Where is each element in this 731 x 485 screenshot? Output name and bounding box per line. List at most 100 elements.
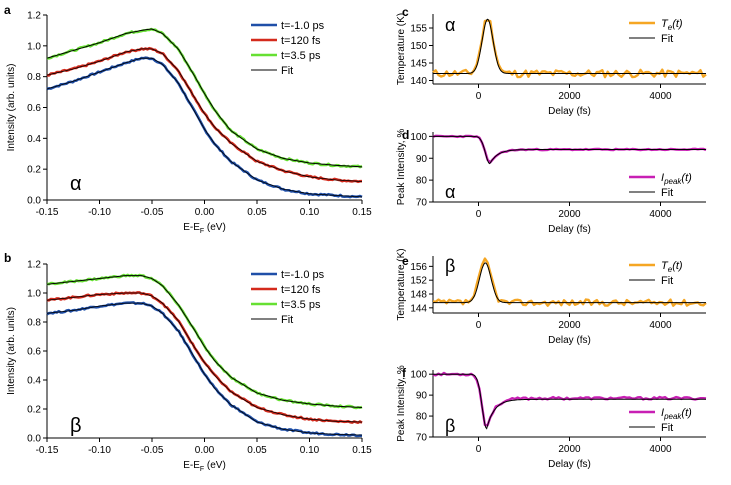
y-tick-label: 80 [416, 412, 428, 423]
x-tick-label: 0.00 [195, 207, 215, 218]
panel-letter: b [4, 251, 11, 265]
material-label: β [445, 416, 455, 436]
y-tick-label: 0.4 [27, 134, 41, 145]
legend-label: Ipeak(t) [661, 407, 692, 421]
x-tick-label: -0.15 [36, 445, 59, 456]
material-label: α [445, 182, 455, 202]
legend-label: Fit [661, 33, 673, 45]
y-axis-label: Peak Intensity, % [396, 365, 407, 442]
fit-line [46, 57, 363, 198]
panel-b: -0.15 -0.10 -0.05 0.00 0.05 0.10 0.15 0.0 0.2 0.4… [4, 251, 372, 473]
panel-letter: a [4, 3, 11, 17]
y-tick-label: 0.6 [27, 347, 41, 358]
y-tick-label: 0.8 [27, 318, 41, 329]
x-axis-label-sub: F [200, 466, 204, 473]
y-tick-label: 0.2 [27, 405, 41, 416]
x-tick-label: 0.05 [247, 445, 267, 456]
x-tick-label: 2000 [558, 91, 581, 102]
y-tick-label: 100 [410, 132, 427, 143]
x-tick-label: 0.00 [195, 445, 215, 456]
x-axis-label: E-EF (eV) [183, 460, 226, 473]
x-tick-label: 4000 [649, 320, 672, 331]
material-label: α [445, 15, 455, 35]
y-tick-label: 155 [410, 24, 427, 35]
x-tick-label: 0 [476, 209, 482, 220]
legend-sub: peak [663, 412, 682, 421]
x-axis-label: Delay (fs) [548, 459, 591, 470]
fit-trace-line [433, 18, 706, 74]
y-tick-label: 145 [410, 59, 427, 70]
y-tick-label: 0.2 [27, 165, 41, 176]
panel-letter: e [402, 254, 409, 268]
x-tick-label: -0.15 [36, 207, 59, 218]
y-tick-label: 1.2 [27, 260, 41, 271]
y-tick-label: 150 [410, 41, 427, 52]
x-tick-label: -0.10 [88, 207, 111, 218]
panel-letter: d [402, 128, 409, 142]
y-tick-label: 0.8 [27, 72, 41, 83]
x-tick-label: 4000 [649, 209, 672, 220]
x-tick-label: 2000 [558, 444, 581, 455]
y-tick-label: 1.2 [27, 11, 41, 22]
x-tick-label: 0.15 [352, 207, 372, 218]
legend-sub: e [668, 265, 673, 274]
y-tick-label: 100 [410, 370, 427, 381]
x-tick-label: 2000 [558, 320, 581, 331]
legend-label: Ipeak(t) [661, 172, 692, 186]
y-tick-label: 0.4 [27, 376, 41, 387]
x-axis-label: Delay (fs) [548, 335, 591, 346]
x-axis-label-main: E-E [183, 460, 200, 471]
y-tick-label: 80 [416, 176, 428, 187]
y-tick-label: 152 [410, 276, 427, 287]
legend-label: Fit [281, 65, 293, 77]
y-tick-label: 1.0 [27, 289, 41, 300]
y-tick-label: 0.0 [27, 434, 41, 445]
y-tick-label: 0.6 [27, 103, 41, 114]
legend-tail: (t) [681, 407, 692, 419]
y-tick-label: 90 [416, 391, 428, 402]
legend-label: t=120 fs [281, 284, 321, 296]
legend-tail: (t) [672, 18, 683, 30]
legend-label: Fit [661, 187, 673, 199]
y-axis-label: Intensity (arb. units) [6, 64, 17, 152]
x-tick-label: 0.10 [300, 445, 320, 456]
legend-label: Te(t) [661, 260, 683, 274]
y-tick-label: 70 [416, 198, 428, 209]
data-trace-line [432, 19, 707, 79]
legend-label: t=120 fs [281, 35, 321, 47]
x-tick-label: 0.05 [247, 207, 267, 218]
y-tick-label: 70 [416, 433, 428, 444]
y-axis-label: Temperature (K) [396, 13, 407, 85]
legend-main: T [661, 18, 669, 30]
fit-line [46, 302, 363, 436]
x-axis-label: E-EF (eV) [183, 222, 226, 235]
series-red-line [46, 291, 363, 424]
y-tick-label: 156 [410, 262, 427, 273]
legend-label: Fit [661, 422, 673, 434]
y-axis-label: Intensity (arb. units) [6, 307, 17, 395]
legend-tail: (t) [672, 260, 683, 272]
x-axis-label-tail: (eV) [204, 222, 226, 233]
x-axis-label: Delay (fs) [548, 224, 591, 235]
y-axis-label: Peak Intensity, % [396, 129, 407, 206]
x-tick-label: 0 [476, 444, 482, 455]
legend-label: Te(t) [661, 18, 683, 32]
fit-line [46, 292, 363, 423]
legend-main: I [661, 172, 664, 184]
x-axis-label-main: E-E [183, 222, 200, 233]
x-tick-label: 2000 [558, 209, 581, 220]
x-tick-label: 0.10 [300, 207, 320, 218]
fit-trace-line [433, 373, 706, 430]
series-black-line [46, 275, 363, 409]
legend-label: t=-1.0 ps [281, 269, 325, 281]
panel-letter: f [402, 366, 407, 380]
x-axis-label-tail: (eV) [204, 460, 226, 471]
legend-main: I [661, 407, 664, 419]
legend-label: Fit [281, 314, 293, 326]
x-tick-label: -0.05 [141, 445, 164, 456]
y-tick-label: 140 [410, 76, 427, 87]
